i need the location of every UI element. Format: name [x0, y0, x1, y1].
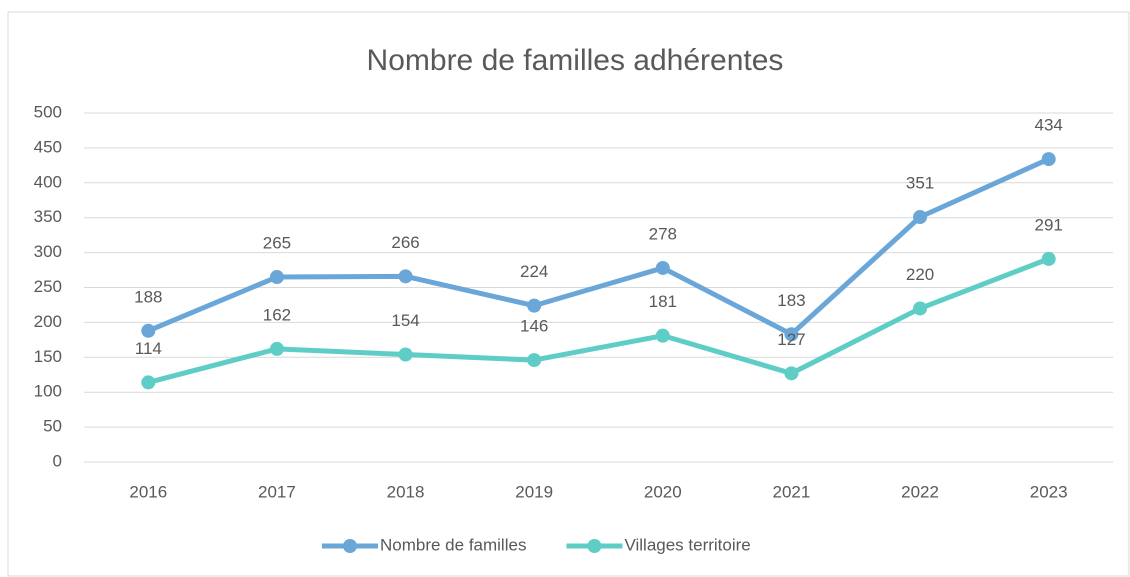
- data-point: [141, 375, 156, 390]
- legend-label: Nombre de familles: [380, 535, 526, 554]
- data-point: [527, 298, 542, 313]
- data-label: 183: [777, 291, 805, 310]
- x-tick-label: 2020: [644, 482, 682, 501]
- data-point: [784, 327, 799, 342]
- y-tick-label: 400: [34, 172, 62, 191]
- y-tick-label: 350: [34, 207, 62, 226]
- data-point: [1041, 251, 1056, 266]
- series-line: [147, 256, 1050, 385]
- data-point: [784, 366, 799, 381]
- y-tick-label: 150: [34, 347, 62, 366]
- data-point: [1041, 152, 1056, 167]
- data-point: [913, 210, 928, 225]
- data-point: [655, 260, 670, 275]
- x-tick-label: 2023: [1030, 482, 1068, 501]
- data-label: 266: [391, 233, 419, 252]
- data-label: 146: [520, 317, 548, 336]
- data-point: [398, 269, 413, 284]
- y-tick-label: 200: [34, 312, 62, 331]
- y-tick-label: 250: [34, 277, 62, 296]
- legend-marker: [587, 539, 602, 553]
- data-point: [913, 301, 928, 316]
- y-tick-label: 0: [53, 451, 62, 470]
- y-tick-label: 50: [43, 417, 62, 436]
- data-label: 162: [263, 305, 291, 324]
- x-tick-label: 2018: [387, 482, 425, 501]
- data-label: 127: [777, 330, 805, 349]
- data-label: 224: [520, 262, 548, 281]
- data-label: 351: [906, 173, 934, 192]
- x-tick-label: 2017: [258, 482, 296, 501]
- chart-title: Nombre de familles adhérentes: [367, 44, 784, 77]
- x-tick-label: 2019: [515, 482, 553, 501]
- y-tick-label: 300: [34, 242, 62, 261]
- data-label: 114: [135, 339, 162, 358]
- data-label: 188: [134, 287, 162, 306]
- data-label: 154: [391, 311, 419, 330]
- series-line: [147, 156, 1050, 337]
- data-point: [398, 347, 413, 362]
- x-tick-label: 2021: [773, 482, 811, 501]
- data-point: [269, 341, 284, 356]
- x-tick-label: 2022: [901, 482, 939, 501]
- x-tick-label: 2016: [129, 482, 167, 501]
- y-tick-label: 500: [34, 102, 62, 121]
- data-label: 434: [1035, 116, 1063, 135]
- data-point: [527, 353, 542, 368]
- y-tick-label: 450: [34, 137, 62, 156]
- data-label: 220: [906, 265, 934, 284]
- data-label: 181: [649, 292, 677, 311]
- data-label: 265: [263, 234, 291, 253]
- data-point: [141, 323, 156, 338]
- y-tick-label: 100: [34, 382, 62, 401]
- data-label: 291: [1035, 215, 1063, 234]
- legend-marker: [343, 539, 357, 553]
- data-label: 278: [649, 224, 677, 243]
- data-point: [269, 270, 284, 285]
- legend-label: Villages territoire: [624, 535, 750, 554]
- data-point: [655, 328, 670, 343]
